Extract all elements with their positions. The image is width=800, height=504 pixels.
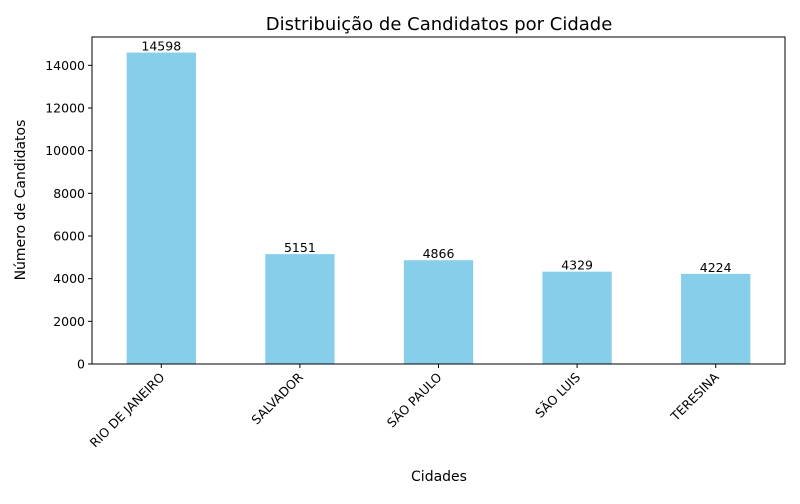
y-tick-label: 12000	[45, 100, 85, 115]
bar	[265, 254, 335, 364]
y-tick-label: 4000	[53, 271, 85, 286]
y-tick-label: 14000	[45, 58, 85, 73]
x-tick-label: SÃO PAULO	[384, 369, 445, 430]
bar-value-label: 4866	[423, 246, 455, 261]
x-axis-label: Cidades	[411, 469, 467, 485]
bar-value-label: 4224	[700, 260, 732, 275]
bar-value-label: 5151	[284, 240, 316, 255]
bar	[126, 52, 196, 365]
x-tick-label: TERESINA	[667, 369, 722, 424]
bar	[403, 260, 474, 364]
x-tick-label: SÃO LUIS	[532, 369, 583, 420]
bar	[542, 271, 612, 364]
bar-value-label: 4329	[561, 258, 593, 273]
y-tick-label: 10000	[45, 143, 85, 158]
x-tick-label: RIO DE JANEIRO	[87, 369, 168, 450]
y-tick-label: 8000	[53, 186, 85, 201]
x-tick-label: SALVADOR	[248, 369, 306, 427]
bar	[681, 273, 751, 364]
bar-value-label: 14598	[141, 39, 181, 54]
y-tick-label: 6000	[53, 228, 85, 243]
chart-title: Distribuição de Candidatos por Cidade	[266, 14, 613, 35]
y-tick-label: 2000	[53, 314, 85, 329]
y-tick-label: 0	[77, 357, 85, 372]
y-axis-label: Número de Candidatos	[13, 120, 29, 281]
plot-area: 14598 RIO DE JANEIRO 5151 SALVADOR 4866 SÃO P…	[45, 36, 786, 450]
axes-frame	[91, 36, 786, 365]
